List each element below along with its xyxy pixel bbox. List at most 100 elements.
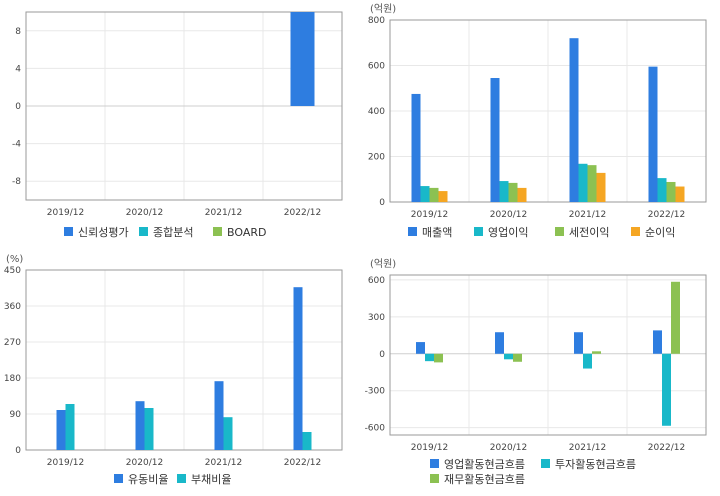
legend-swatch bbox=[408, 227, 417, 236]
bar-순이익-2019/12 bbox=[438, 191, 448, 202]
unit-label: (억원) bbox=[370, 258, 396, 270]
bar-순이익-2021/12 bbox=[596, 172, 606, 202]
x-tick-label: 2019/12 bbox=[47, 208, 84, 218]
y-tick-label: 4 bbox=[15, 64, 21, 74]
bar-유동비율-2021/12 bbox=[214, 381, 224, 450]
bar-영업활동현금흐름-2020/12 bbox=[495, 332, 504, 354]
y-tick-label: 0 bbox=[379, 350, 385, 360]
unit-label: (억원) bbox=[370, 3, 396, 15]
bar-영업활동현금흐름-2021/12 bbox=[574, 332, 583, 354]
legend-label: 순이익 bbox=[645, 226, 675, 239]
bar-유동비율-2022/12 bbox=[293, 287, 303, 450]
bar-영업이익-2021/12 bbox=[578, 163, 588, 202]
bar-매출액-2020/12 bbox=[490, 78, 500, 202]
y-tick-label: 180 bbox=[4, 374, 21, 384]
legend-swatch bbox=[213, 227, 222, 236]
bar-세전이익-2020/12 bbox=[508, 182, 518, 202]
bar-순이익-2022/12 bbox=[675, 186, 685, 202]
x-tick-label: 2020/12 bbox=[126, 458, 163, 468]
bar-세전이익-2021/12 bbox=[587, 165, 597, 202]
legend-label: 유동비율 bbox=[128, 473, 168, 486]
y-tick-label: 0 bbox=[15, 446, 21, 456]
legend-swatch bbox=[177, 474, 186, 483]
plot-frame bbox=[25, 11, 343, 201]
bar-영업활동현금흐름-2022/12 bbox=[653, 330, 662, 354]
legend-swatch bbox=[541, 459, 550, 468]
bar-매출액-2021/12 bbox=[569, 38, 579, 203]
unit-label: (%) bbox=[6, 254, 23, 265]
x-tick-label: 2021/12 bbox=[569, 443, 606, 453]
plot-frame bbox=[389, 274, 707, 436]
bar-부채비율-2022/12 bbox=[302, 432, 312, 450]
x-tick-label: 2021/12 bbox=[205, 458, 242, 468]
x-tick-label: 2020/12 bbox=[490, 443, 527, 453]
bar-부채비율-2021/12 bbox=[223, 417, 233, 450]
y-tick-label: 360 bbox=[4, 302, 21, 312]
y-tick-label: 450 bbox=[4, 266, 21, 276]
y-tick-label: -4 bbox=[12, 140, 21, 150]
y-tick-label: 0 bbox=[15, 102, 21, 112]
bar-투자활동현금흐름-2020/12 bbox=[504, 353, 513, 360]
y-tick-label: -300 bbox=[365, 387, 386, 397]
bar-부채비율-2020/12 bbox=[144, 408, 154, 450]
bar-부채비율-2019/12 bbox=[65, 404, 75, 450]
x-tick-label: 2020/12 bbox=[126, 208, 163, 218]
bar-세전이익-2022/12 bbox=[666, 181, 676, 202]
plot-frame bbox=[389, 19, 707, 203]
bar-재무활동현금흐름-2021/12 bbox=[592, 351, 601, 354]
y-tick-label: 270 bbox=[4, 338, 21, 348]
legend-swatch bbox=[430, 459, 439, 468]
plot-frame bbox=[25, 269, 343, 451]
legend-label: BOARD bbox=[227, 226, 266, 239]
bar-투자활동현금흐름-2021/12 bbox=[583, 353, 592, 369]
x-tick-label: 2021/12 bbox=[205, 208, 242, 218]
bar-매출액-2019/12 bbox=[411, 93, 421, 202]
legend-label: 영업활동현금흐름 bbox=[444, 457, 525, 471]
legend-swatch bbox=[631, 227, 640, 236]
legend-label: 종합분석 bbox=[153, 226, 193, 239]
bar-세전이익-2019/12 bbox=[429, 187, 439, 202]
x-tick-label: 2022/12 bbox=[284, 458, 321, 468]
x-tick-label: 2022/12 bbox=[648, 210, 685, 220]
y-tick-label: 90 bbox=[10, 410, 22, 420]
x-tick-label: 2019/12 bbox=[411, 210, 448, 220]
legend-label: 세전이익 bbox=[569, 226, 609, 239]
x-tick-label: 2022/12 bbox=[284, 208, 321, 218]
legend-label: 영업이익 bbox=[488, 226, 528, 239]
legend-swatch bbox=[430, 474, 439, 483]
bar-투자활동현금흐름-2019/12 bbox=[425, 353, 434, 362]
bar-재무활동현금흐름-2020/12 bbox=[513, 353, 522, 362]
legend-label: 투자활동현금흐름 bbox=[555, 457, 636, 471]
bar-영업이익-2022/12 bbox=[657, 178, 667, 202]
legend-label: 재무활동현금흐름 bbox=[444, 472, 525, 486]
bar-매출액-2022/12 bbox=[648, 66, 658, 202]
bar-유동비율-2019/12 bbox=[56, 410, 66, 450]
y-tick-label: 600 bbox=[368, 276, 385, 286]
legend-swatch bbox=[114, 474, 123, 483]
y-tick-label: -600 bbox=[365, 424, 386, 434]
bar-영업이익-2019/12 bbox=[420, 186, 430, 202]
y-tick-label: 600 bbox=[368, 62, 385, 72]
bar-신뢰성평가-2022/12 bbox=[290, 12, 315, 106]
legend-label: 신뢰성평가 bbox=[78, 226, 129, 239]
x-tick-label: 2019/12 bbox=[411, 443, 448, 453]
bar-재무활동현금흐름-2022/12 bbox=[671, 281, 680, 354]
bar-재무활동현금흐름-2019/12 bbox=[434, 353, 443, 363]
bar-영업이익-2020/12 bbox=[499, 181, 509, 202]
x-tick-label: 2021/12 bbox=[569, 210, 606, 220]
y-tick-label: 400 bbox=[368, 107, 385, 117]
y-tick-label: -8 bbox=[12, 177, 21, 187]
legend-swatch bbox=[139, 227, 148, 236]
y-tick-label: 200 bbox=[368, 153, 385, 163]
y-tick-label: 8 bbox=[15, 27, 21, 37]
bar-투자활동현금흐름-2022/12 bbox=[662, 353, 671, 426]
y-tick-label: 300 bbox=[368, 313, 385, 323]
legend-label: 부채비율 bbox=[191, 473, 231, 486]
x-tick-label: 2019/12 bbox=[47, 458, 84, 468]
legend-label: 매출액 bbox=[422, 226, 452, 239]
y-tick-label: 0 bbox=[379, 198, 385, 208]
x-tick-label: 2020/12 bbox=[490, 210, 527, 220]
bar-순이익-2020/12 bbox=[517, 187, 527, 202]
bar-영업활동현금흐름-2019/12 bbox=[416, 342, 425, 354]
